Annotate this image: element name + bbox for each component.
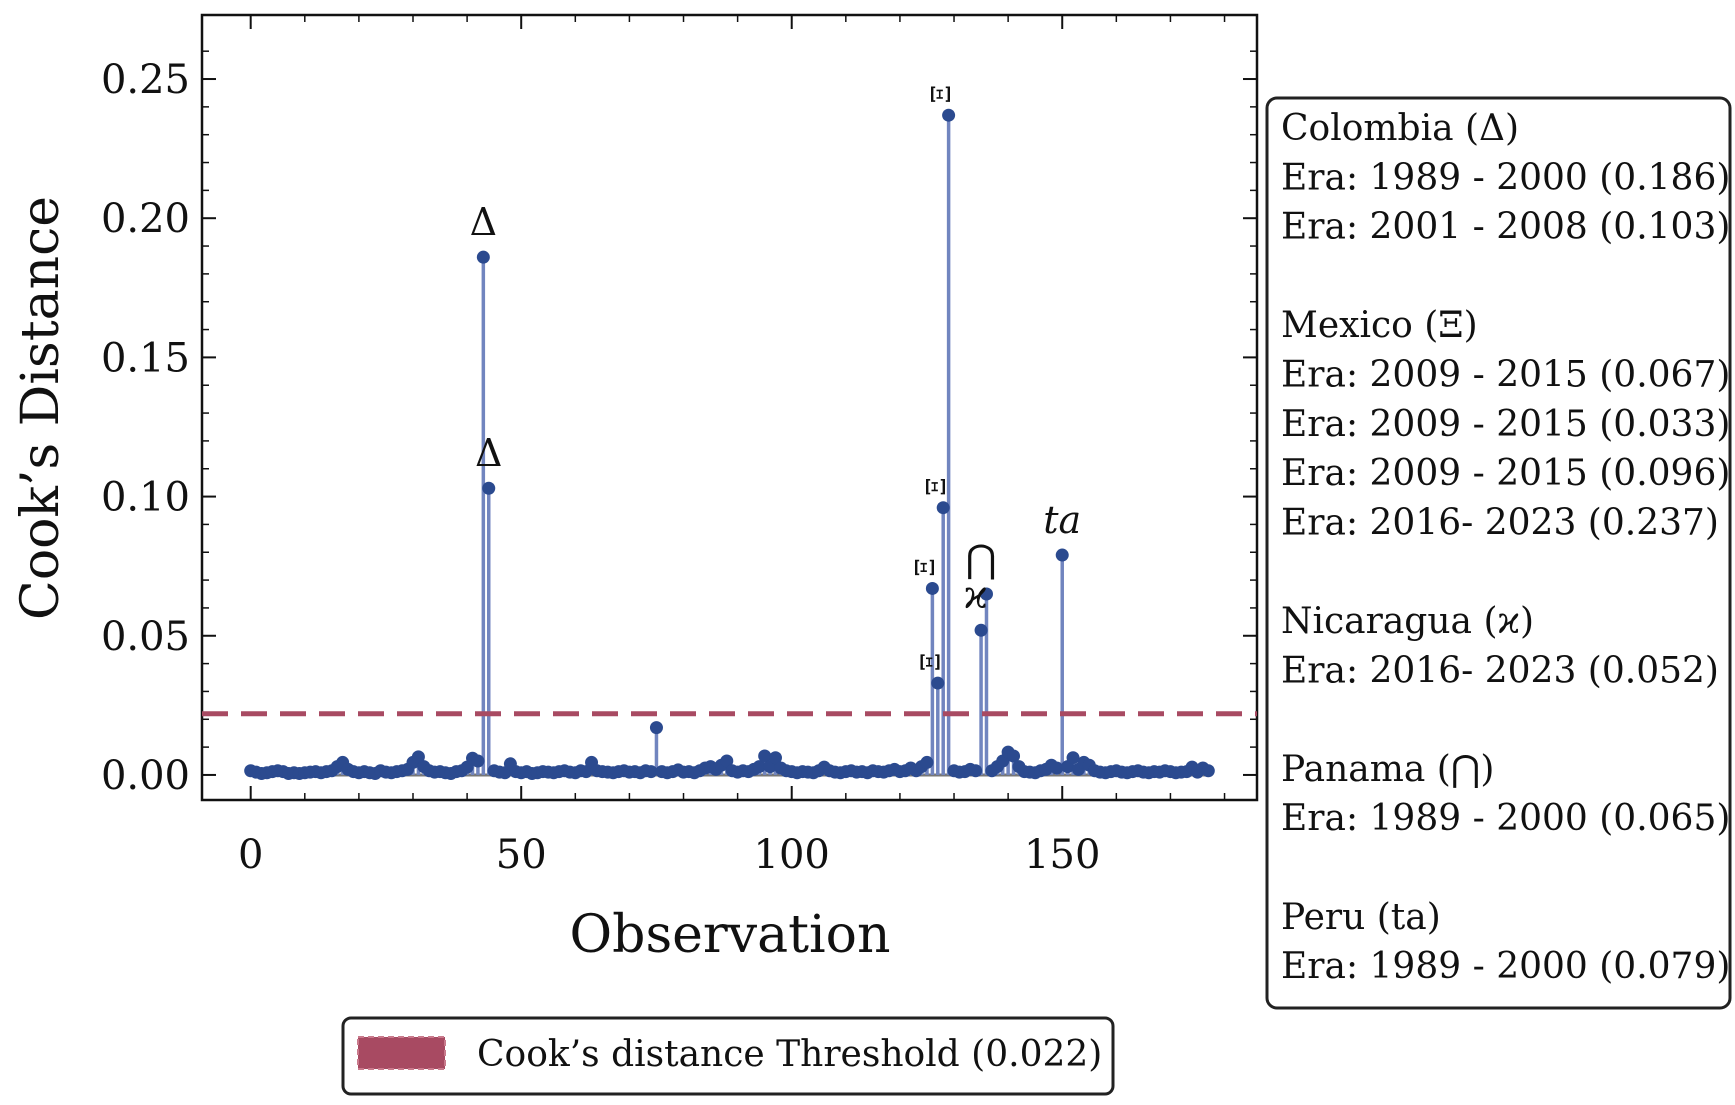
data-point (1066, 751, 1080, 765)
data-point (931, 676, 945, 690)
stems-layer (248, 115, 1211, 777)
data-point (482, 481, 496, 495)
annotation-label: Ξ (927, 85, 957, 103)
ticks-layer: 0 50 100 150 0.00 0.05 0.10 0.15 0.20 0.25 (101, 15, 1257, 878)
data-point (1050, 761, 1064, 775)
data-point (758, 749, 772, 763)
info-box-line: Era: 2016- 2023 (0.237) (1281, 502, 1719, 543)
info-box-line: Era: 1989 - 2000 (0.065) (1281, 798, 1730, 839)
data-point (974, 623, 988, 637)
y-tick-label: 0.20 (101, 196, 190, 242)
info-box-line: Peru (ta) (1281, 897, 1441, 938)
data-point (936, 501, 950, 515)
annotation-label: ϰ (964, 573, 988, 617)
data-point (411, 750, 425, 764)
info-box-line: Era: 2001 - 2008 (0.103) (1281, 207, 1730, 248)
info-box-line: Nicaragua (ϰ) (1281, 601, 1534, 642)
data-point (920, 755, 934, 769)
annotation-label: Δ (470, 200, 497, 244)
data-point (1055, 548, 1069, 562)
threshold-legend: Cook’s distance Threshold (0.022) (341, 1016, 1115, 1096)
data-point (471, 754, 485, 768)
data-point (644, 765, 658, 779)
data-point (979, 587, 993, 601)
info-box-line: Panama (⋂) (1281, 749, 1494, 790)
x-tick-label: 50 (496, 832, 547, 878)
x-tick-label: 150 (1024, 832, 1100, 878)
data-point (925, 581, 939, 595)
info-box-line: Era: 2009 - 2015 (0.067) (1281, 355, 1730, 396)
y-tick-label: 0.25 (101, 57, 190, 103)
annotation-label: Ξ (922, 477, 952, 495)
y-tick-label: 0.05 (101, 614, 190, 660)
x-axis-title: Observation (570, 905, 891, 965)
annotation-label: Ξ (916, 653, 946, 671)
info-box-line: Era: 2009 - 2015 (0.033) (1281, 404, 1730, 445)
annotations-layer: Δ Δ Ξ Ξ Ξ Ξϰ⋂ ta (470, 85, 1082, 671)
info-box-lines: Colombia (Δ) Era: 1989 - 2000 (0.186) Era:… (1281, 108, 1730, 987)
legend-frame (341, 1016, 1115, 1096)
annotation-label: ta (1043, 498, 1081, 542)
annotation-label: Ξ (911, 558, 941, 576)
data-point (1007, 749, 1021, 763)
y-tick-label: 0.10 (101, 475, 190, 521)
annotation-label: Δ (475, 431, 502, 475)
data-point (1201, 764, 1215, 778)
legend-label: Cook’s distance Threshold (0.022) (477, 1034, 1102, 1075)
data-point (942, 108, 956, 122)
x-tick-label: 100 (754, 832, 830, 878)
plot-frame (200, 13, 1259, 802)
data-point (649, 721, 663, 735)
data-point (720, 754, 734, 768)
y-tick-label: 0.00 (101, 753, 190, 799)
markers-layer (244, 108, 1215, 781)
info-box-line: Era: 1989 - 2000 (0.186) (1281, 157, 1730, 198)
info-box: Colombia (Δ) Era: 1989 - 2000 (0.186) Era:… (1265, 96, 1732, 1010)
data-point (752, 760, 766, 774)
x-tick-label: 0 (238, 832, 263, 878)
info-box-line: Era: 1989 - 2000 (0.079) (1281, 946, 1730, 987)
info-box-line: Era: 2009 - 2015 (0.096) (1281, 453, 1730, 494)
data-point (768, 751, 782, 765)
annotation-label: ⋂ (965, 537, 996, 581)
info-box-frame (1265, 96, 1732, 1010)
data-point (476, 250, 490, 264)
y-axis-title: Cook’s Distance (11, 196, 71, 620)
legend-swatch (357, 1036, 446, 1070)
info-box-line: Colombia (Δ) (1281, 108, 1519, 149)
data-point (969, 764, 983, 778)
info-box-line: Mexico (Ξ) (1281, 305, 1478, 346)
info-box-line: Era: 2016- 2023 (0.052) (1281, 650, 1719, 691)
y-tick-label: 0.15 (101, 335, 190, 381)
